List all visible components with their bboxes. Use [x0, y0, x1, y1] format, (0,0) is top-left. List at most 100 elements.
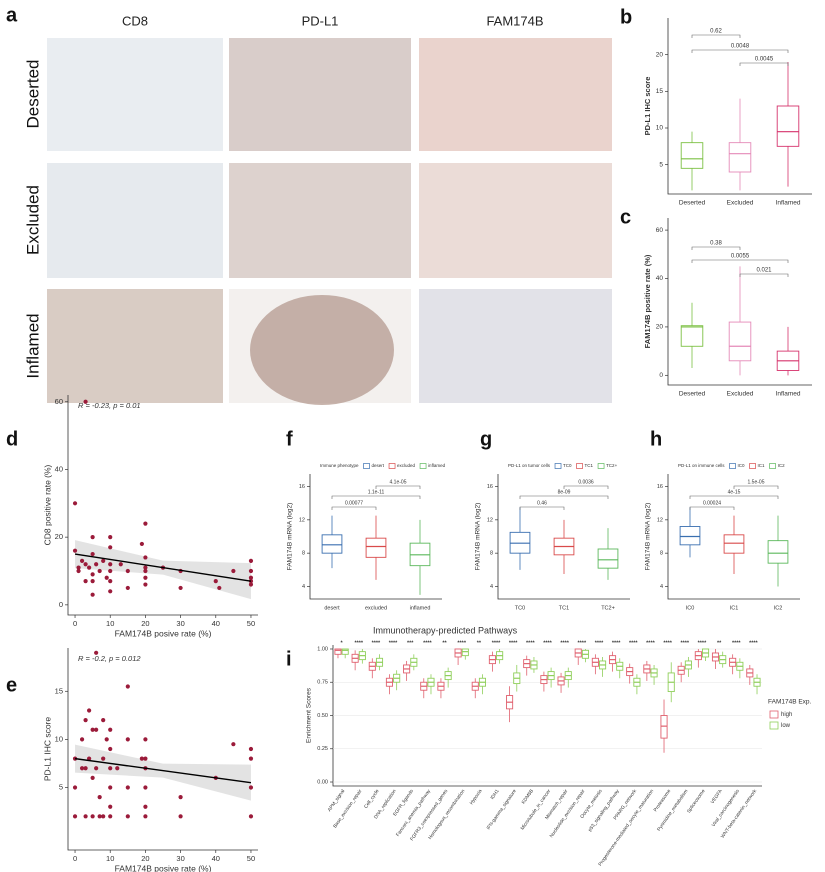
point [178, 585, 183, 591]
legend-label: inflamed [428, 463, 446, 468]
fit-line [74, 553, 252, 582]
comparison-bracket [739, 273, 789, 277]
p-value: 0.00024 [703, 500, 721, 506]
comparison-bracket [563, 485, 609, 489]
point [125, 737, 130, 742]
point [108, 545, 113, 550]
point [94, 727, 99, 732]
comparison-bracket [519, 495, 609, 499]
point [76, 568, 81, 574]
box [461, 648, 469, 657]
comparison-bracket [691, 49, 789, 53]
y-tick-label: 40 [55, 464, 63, 473]
annotation: R = -0.2, p = 0.012 [78, 654, 141, 663]
p-value: 0.0048 [731, 44, 750, 50]
y-tick-label: 16 [299, 484, 305, 490]
x-tick-label: 20 [141, 619, 149, 628]
point [108, 579, 113, 584]
point [118, 562, 123, 567]
point [83, 579, 88, 584]
axis-line [67, 395, 258, 616]
point [108, 785, 113, 790]
comparison-bracket [691, 34, 741, 38]
legend-label: TC1 [585, 463, 594, 468]
x-tick-label: Excluded [727, 200, 754, 207]
point [90, 775, 95, 780]
p-value: 1.5e-05 [748, 479, 765, 485]
legend-title: PD-L1 on tumor cells [508, 463, 551, 468]
legend-title: PD-L1 on immune cells [678, 463, 725, 468]
point [94, 650, 99, 655]
column-label: FAM174B [486, 13, 543, 28]
p-value: 0.62 [710, 29, 722, 35]
p-value: 0.00077 [345, 500, 363, 506]
legend-label: IC2 [778, 463, 786, 468]
x-tick-label: 40 [212, 854, 220, 863]
point [178, 814, 183, 819]
significance: **** [698, 640, 707, 646]
micrograph [229, 163, 411, 278]
y-tick-label: 40 [656, 275, 664, 282]
chart-title: Immunotherapy-predicted Pathways [373, 625, 518, 635]
panel-label: h [650, 428, 662, 450]
comparison-bracket [739, 62, 789, 66]
y-tick-label: 8 [302, 551, 305, 557]
point [143, 814, 148, 819]
point [104, 737, 109, 742]
significance: **** [457, 640, 466, 646]
point [87, 708, 92, 713]
significance: **** [526, 640, 535, 646]
fit-line [74, 757, 252, 784]
box [334, 648, 342, 655]
y-axis-label: PD-L1 IHC score [643, 77, 652, 136]
p-value: 1.1e-11 [368, 489, 385, 495]
panel-label: b [620, 6, 632, 28]
point [83, 814, 88, 819]
y-tick-label: 0.50 [317, 713, 328, 719]
significance: ** [477, 640, 482, 646]
significance: **** [749, 640, 758, 646]
point [213, 579, 218, 584]
point [125, 568, 130, 574]
point [143, 756, 148, 761]
point [83, 562, 88, 567]
x-tick-label: 10 [106, 854, 114, 863]
point [248, 756, 254, 761]
point [108, 727, 113, 732]
point [97, 814, 102, 819]
box [728, 321, 752, 362]
significance: **** [578, 640, 587, 646]
row-label: Excluded [23, 185, 42, 255]
legend-title: FAM174B Exp. [768, 699, 812, 706]
significance: **** [732, 640, 741, 646]
axis-line [332, 645, 762, 787]
x-tick-label: 0 [73, 854, 77, 863]
point [72, 501, 78, 506]
point [108, 562, 113, 567]
point [87, 565, 92, 570]
significance: **** [612, 640, 621, 646]
box [728, 142, 752, 173]
point [248, 582, 254, 587]
legend-label: IC1 [758, 463, 766, 468]
y-tick-label: 20 [656, 51, 664, 58]
point [76, 565, 81, 570]
point [108, 766, 113, 771]
y-tick-label: 10 [55, 734, 63, 743]
box [341, 648, 349, 655]
axis-line [309, 474, 442, 600]
micrograph [47, 38, 223, 151]
panel-label: a [6, 4, 18, 26]
point [248, 814, 254, 819]
y-tick-label: 20 [656, 324, 664, 331]
significance: **** [372, 640, 381, 646]
point [115, 766, 120, 771]
confidence-band [75, 744, 251, 801]
p-value: 0.38 [710, 241, 722, 247]
y-tick-label: 4 [660, 584, 663, 590]
point [143, 737, 148, 742]
axis-line [667, 18, 812, 195]
x-tick-label: Deserted [679, 200, 706, 207]
point [90, 551, 95, 557]
